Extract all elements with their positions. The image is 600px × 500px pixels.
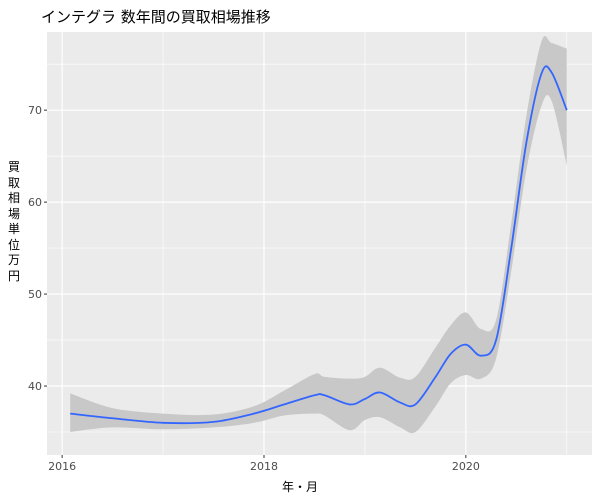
trend-line [70, 65, 568, 425]
y-tick-label: 40 [28, 380, 42, 393]
y-axis-label: 買取相場 単位 万円 [7, 160, 33, 283]
x-axis-label: 年・月 [281, 480, 318, 494]
x-tick-label: 2018 [250, 460, 278, 473]
y-tick-label: 70 [28, 104, 42, 117]
chart-title: インテグラ 数年間の買取相場推移 [41, 8, 271, 26]
major-gridlines [47, 32, 592, 455]
y-tick-label: 60 [28, 196, 42, 209]
x-tick-label: 2020 [452, 460, 480, 473]
x-tick-label: 2016 [48, 460, 76, 473]
y-tick-label: 50 [28, 288, 42, 301]
axes: 2016 2018 2020 40 50 60 70 [28, 104, 480, 473]
